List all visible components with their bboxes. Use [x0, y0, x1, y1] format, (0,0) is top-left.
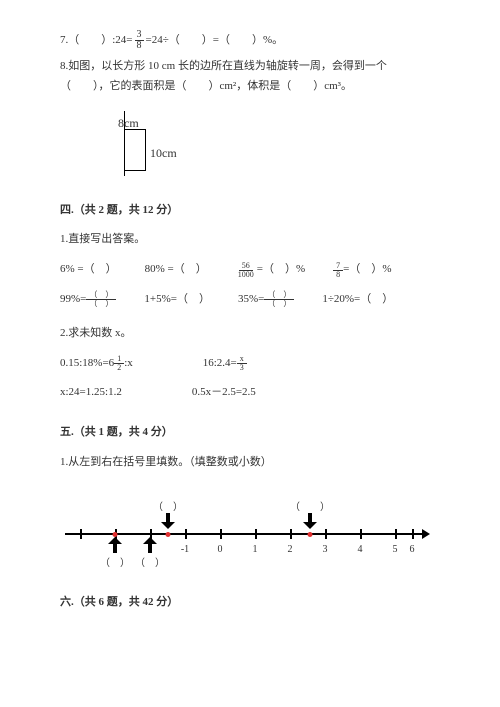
tick-label: 5 — [393, 541, 398, 559]
tick — [360, 529, 362, 539]
arrow-up-icon — [143, 537, 157, 553]
paren-frac-a: （ ） （ ） — [86, 291, 116, 308]
tick — [80, 529, 82, 539]
cell-99pct: 99%= （ ） （ ） — [60, 290, 116, 310]
q8-line1: 8.如图，以长方形 10 cm 长的边所在直线为轴旋转一周，会得到一个 — [60, 57, 440, 77]
figure-label-right: 10cm — [150, 143, 177, 165]
q7-text-b: =24÷（ ）=（ ）%。 — [146, 31, 284, 51]
eq-x24: x:24=1.25:1.2 — [60, 383, 122, 403]
tick — [412, 529, 414, 539]
tick-label: 2 — [288, 541, 293, 559]
tick-label: 4 — [358, 541, 363, 559]
frac-56-1000: 56 1000 — [235, 262, 257, 279]
blank-paren: （ ） — [100, 555, 130, 573]
frac-1-2: 1 2 — [114, 355, 124, 372]
tick — [255, 529, 257, 539]
blank-paren: （ ） — [290, 499, 330, 517]
sec4-item1-label: 1.直接写出答案。 — [60, 230, 440, 250]
sec4-item1-row1: 6% =（ ） 80% =（ ） 56 1000 =（ ）% 7 8 =（ ）% — [60, 260, 440, 280]
tick — [185, 529, 187, 539]
cell-56-1000: 56 1000 =（ ）% — [235, 260, 305, 280]
eq-ratio2: 16:2.4= x 3 — [203, 354, 247, 374]
blank-paren: （ ） — [135, 555, 165, 573]
sec5-item1-label: 1.从左到右在括号里填数。（填整数或小数） — [60, 453, 440, 473]
section-4-title: 四.（共 2 题，共 12 分） — [60, 201, 440, 221]
tick — [325, 529, 327, 539]
tick — [395, 529, 397, 539]
paren-frac-c: （ ） （ ） — [264, 291, 294, 308]
figure-label-top: 8cm — [118, 113, 139, 135]
number-line-axis — [65, 533, 425, 535]
cell-7-8: 7 8 =（ ）% — [333, 260, 391, 280]
question-8: 8.如图，以长方形 10 cm 长的边所在直线为轴旋转一周，会得到一个 （ ），… — [60, 57, 440, 97]
section-5-title: 五.（共 1 题，共 4 分） — [60, 423, 440, 443]
cell-1div20: 1÷20%=（ ） — [322, 290, 393, 310]
blank-paren: （ ） — [153, 499, 183, 517]
frac-x-3: x 3 — [237, 355, 247, 372]
tick-label: 6 — [410, 541, 415, 559]
question-7: 7.（ ）:24= 3 8 =24÷（ ）=（ ）%。 — [60, 30, 440, 51]
q7-text-a: 7.（ ）:24= — [60, 31, 133, 51]
tick-label: -1 — [181, 541, 189, 559]
tick-label: 3 — [323, 541, 328, 559]
cell-6pct: 6% =（ ） — [60, 260, 117, 280]
tick — [220, 529, 222, 539]
frac-7-8: 7 8 — [333, 262, 343, 279]
cell-80pct: 80% =（ ） — [145, 260, 207, 280]
eq-ratio1: 0.15:18%=6 1 2 :x — [60, 354, 133, 374]
arrow-up-icon — [108, 537, 122, 553]
q8-figure: 8cm 10cm — [100, 111, 190, 181]
sec4-item1-row2: 99%= （ ） （ ） 1+5%=（ ） 35%= （ ） （ ） 1÷20%… — [60, 290, 440, 310]
marker-dot — [166, 532, 171, 537]
section-6-title: 六.（共 6 题，共 42 分） — [60, 593, 440, 613]
sec4-item2-label: 2.求未知数 x。 — [60, 324, 440, 344]
cell-35pct: 35%= （ ） （ ） — [238, 290, 294, 310]
marker-dot — [308, 532, 313, 537]
tick-label: 0 — [218, 541, 223, 559]
rectangle-box — [124, 129, 146, 171]
sec4-item2-row1: 0.15:18%=6 1 2 :x 16:2.4= x 3 — [60, 354, 440, 374]
number-line-arrow-icon — [422, 529, 430, 539]
cell-1plus5: 1+5%=（ ） — [144, 290, 210, 310]
q7-fraction: 3 8 — [135, 30, 144, 51]
q8-line2: （ ），它的表面积是（ ）cm²，体积是（ ）cm³。 — [60, 77, 440, 97]
eq-05x: 0.5x－2.5=2.5 — [192, 383, 256, 403]
sec4-item2-row2: x:24=1.25:1.2 0.5x－2.5=2.5 — [60, 383, 440, 403]
number-line: -1 0 1 2 3 4 56 （ ） （ ） （ ） （ ） — [60, 493, 430, 573]
tick-label: 1 — [253, 541, 258, 559]
tick — [290, 529, 292, 539]
